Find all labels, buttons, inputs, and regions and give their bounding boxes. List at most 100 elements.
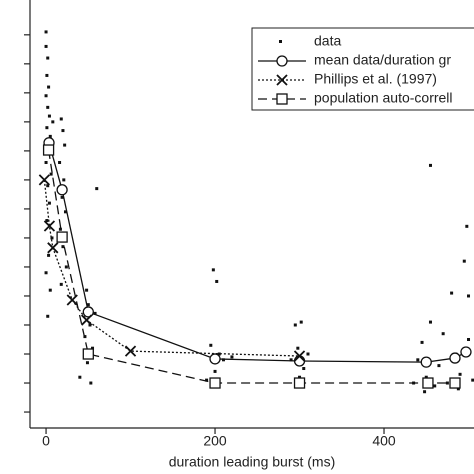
data-point <box>445 381 449 385</box>
data-point <box>78 375 82 379</box>
data-point <box>462 259 466 263</box>
data-point <box>465 224 469 228</box>
data-point <box>86 303 90 307</box>
data-point <box>44 94 48 98</box>
data-point <box>467 294 471 298</box>
data-point <box>420 340 424 344</box>
data-point <box>85 288 89 292</box>
marker <box>43 220 56 232</box>
data-point <box>44 271 48 275</box>
data-point <box>44 44 48 48</box>
data-point <box>450 291 454 295</box>
data-point <box>46 314 50 318</box>
data-point <box>49 172 53 176</box>
data-point <box>44 30 48 34</box>
data-point <box>306 352 310 356</box>
data-point <box>47 85 51 89</box>
data-point <box>458 372 462 376</box>
data-point <box>416 358 420 362</box>
data-point <box>48 288 52 292</box>
marker <box>293 355 306 367</box>
marker <box>422 377 434 389</box>
marker <box>449 377 461 389</box>
marker <box>276 93 288 105</box>
data-point <box>213 369 217 373</box>
data-point <box>64 265 68 269</box>
x-axis-label: duration leading burst (ms) <box>169 454 336 470</box>
legend-box <box>251 27 474 111</box>
marker <box>276 74 288 86</box>
data-point <box>428 163 432 167</box>
marker <box>38 174 50 186</box>
data-point <box>298 375 302 379</box>
series-line <box>47 149 455 384</box>
data-point <box>46 105 50 109</box>
x-tick-label: 200 <box>203 433 227 449</box>
data-point <box>293 323 297 327</box>
data-point <box>88 323 92 327</box>
data-point <box>424 375 428 379</box>
legend-label: data <box>314 33 341 49</box>
data-point <box>45 73 49 77</box>
marker <box>460 346 472 358</box>
data-point <box>95 187 99 191</box>
marker <box>82 306 94 318</box>
data-point <box>217 352 221 356</box>
data-point <box>46 184 50 188</box>
data-point <box>299 320 303 324</box>
data-point <box>60 195 64 199</box>
data-point <box>289 358 293 362</box>
data-point <box>45 126 49 130</box>
data-point <box>91 346 95 350</box>
data-point <box>48 134 52 138</box>
legend-marker <box>279 40 282 43</box>
data-point <box>428 320 432 324</box>
data-point <box>47 114 51 118</box>
data-point <box>221 358 225 362</box>
data-point <box>61 245 65 249</box>
marker <box>293 377 306 389</box>
marker <box>66 294 78 306</box>
data-point <box>209 343 213 347</box>
marker <box>56 184 68 196</box>
marker <box>124 345 137 357</box>
marker <box>293 350 306 362</box>
data-point <box>44 160 48 164</box>
data-point <box>59 282 63 286</box>
marker <box>47 242 59 254</box>
data-point <box>51 120 55 124</box>
data-point <box>85 361 89 365</box>
data-point <box>58 227 62 231</box>
data-point <box>456 387 460 391</box>
marker <box>420 356 432 368</box>
data-point <box>441 332 445 336</box>
data-point <box>467 337 471 341</box>
data-point <box>58 160 62 164</box>
marker <box>56 231 68 243</box>
data-point <box>89 381 93 385</box>
data-point <box>437 364 441 368</box>
data-point <box>59 117 63 121</box>
data-point <box>63 210 67 214</box>
marker <box>449 352 461 364</box>
marker <box>209 377 221 389</box>
marker <box>82 348 94 360</box>
marker <box>42 144 55 156</box>
data-point <box>47 201 51 205</box>
data-point <box>211 268 215 272</box>
data-point <box>46 56 50 60</box>
data-point <box>63 143 67 147</box>
data-point <box>423 390 427 394</box>
series-line <box>48 142 467 363</box>
marker <box>209 353 221 365</box>
data-point <box>471 378 474 382</box>
data-point <box>230 355 234 359</box>
legend-label: mean data/duration gr <box>314 52 451 68</box>
data-point <box>93 311 97 315</box>
marker <box>80 314 93 326</box>
legend-label: population auto-correll <box>314 90 453 106</box>
data-point <box>215 279 219 283</box>
data-point <box>47 253 51 257</box>
x-tick-label: 400 <box>372 433 396 449</box>
